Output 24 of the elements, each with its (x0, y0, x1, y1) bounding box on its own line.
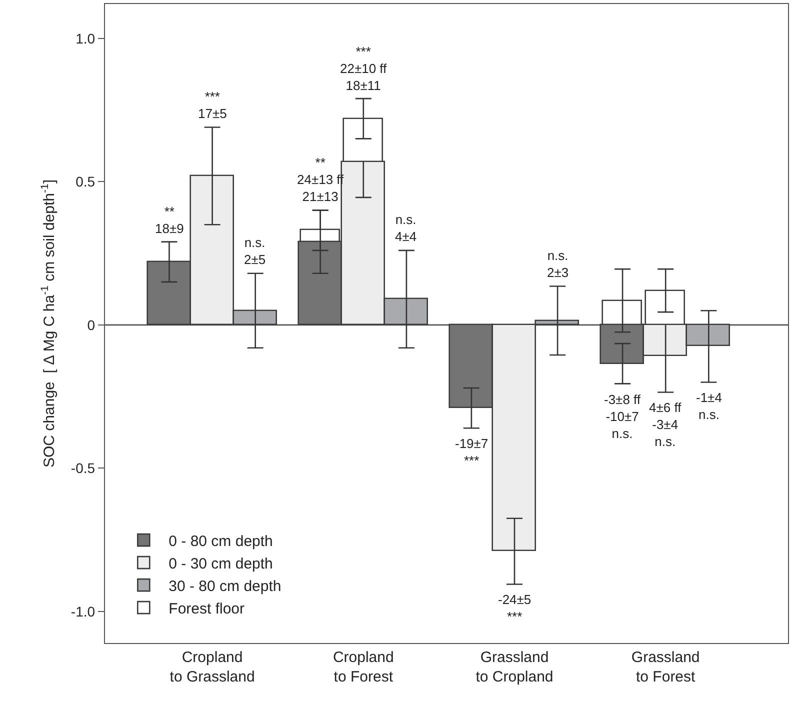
legend-label: Forest floor (168, 600, 245, 618)
annotation: -3±8 ff -10±7 n.s. (604, 392, 641, 441)
annotation: n.s. 2±3 (547, 248, 569, 280)
y-tick-label: -1.0 (70, 603, 96, 620)
y-tick-label: 0 (87, 316, 96, 333)
annotation: 4±6 ff -3±4 n.s. (649, 400, 682, 449)
y-tick-label: 1.0 (76, 30, 96, 46)
annotation: n.s. 4±4 (395, 212, 417, 244)
x-tick-label: Cropland to Forest (332, 649, 394, 686)
annotation: -1±4 n.s. (696, 390, 722, 422)
legend-label: 0 - 30 cm depth (168, 555, 273, 572)
x-tick-label: Grassland to Forest (631, 649, 700, 686)
annotation: -24±5 *** (498, 592, 532, 624)
y-tick-label: 0.5 (76, 174, 96, 190)
annotation: n.s. 2±5 (244, 235, 266, 267)
legend-label: 0 - 80 cm depth (168, 532, 273, 550)
annotation: *** 17±5 (198, 89, 227, 121)
annotation: ** 18±9 (155, 204, 184, 236)
annotation: *** 22±10 ff 18±11 (340, 44, 388, 93)
y-tick-label: -0.5 (70, 460, 96, 476)
x-tick-label: Grassland to Cropland (476, 649, 554, 686)
x-tick-label: Cropland to Grassland (170, 649, 255, 686)
annotation: -19±7 *** (455, 436, 488, 468)
legend-label: 30 - 80 cm depth (168, 578, 282, 595)
